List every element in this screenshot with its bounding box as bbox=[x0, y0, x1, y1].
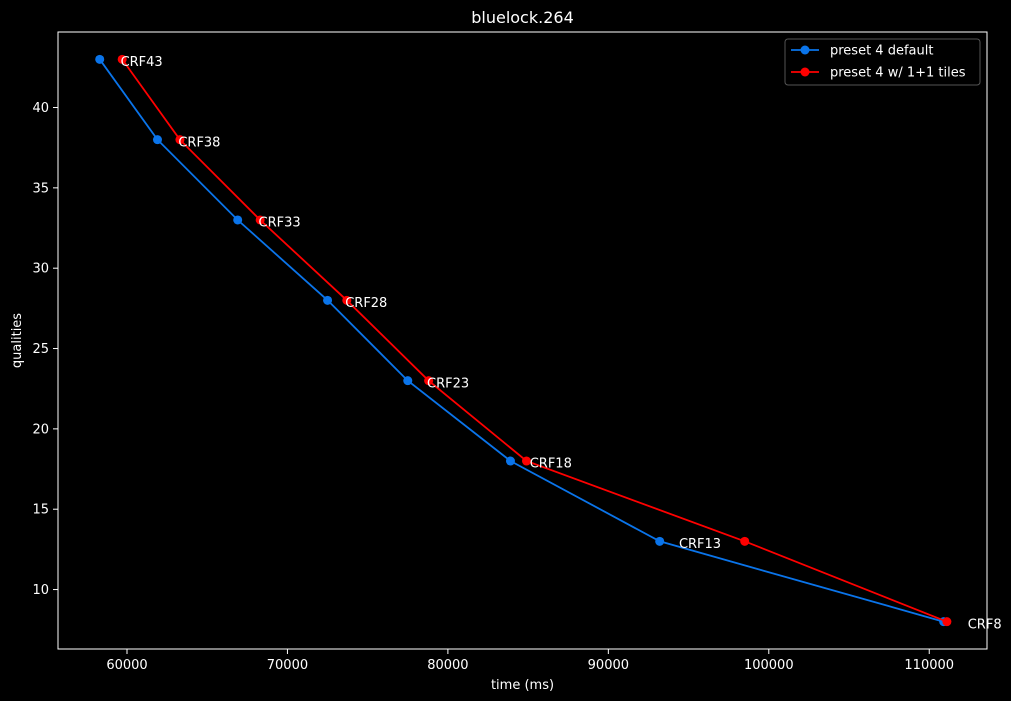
crf-label: CRF33 bbox=[259, 216, 301, 231]
y-tick-label: 40 bbox=[32, 101, 49, 116]
legend-box bbox=[784, 38, 981, 86]
data-point bbox=[522, 456, 532, 466]
crf-label: CRF38 bbox=[178, 135, 220, 150]
x-tick-label: 70000 bbox=[267, 658, 308, 673]
y-tick-label: 30 bbox=[32, 262, 49, 277]
y-tick-label: 15 bbox=[32, 503, 49, 518]
x-axis-label: time (ms) bbox=[491, 678, 554, 693]
data-point bbox=[175, 135, 185, 145]
data-point bbox=[255, 215, 265, 225]
series-line-1 bbox=[98, 58, 944, 623]
data-point bbox=[424, 376, 434, 386]
axis-ticks: 60000 70000 80000 90000 100000 110000 10 15 20 25… bbox=[32, 101, 954, 673]
data-point bbox=[117, 54, 127, 64]
y-axis-label: qualities bbox=[10, 313, 25, 368]
legend-marker bbox=[800, 67, 810, 77]
x-tick-label: 100000 bbox=[744, 658, 794, 673]
data-point bbox=[342, 295, 352, 305]
crf-label: CRF43 bbox=[121, 55, 163, 70]
data-point bbox=[740, 536, 750, 546]
chart-title: bluelock.264 bbox=[471, 8, 574, 27]
legend-marker bbox=[800, 45, 810, 55]
y-tick-label: 20 bbox=[32, 422, 49, 437]
x-tick-label: 90000 bbox=[588, 658, 629, 673]
data-point bbox=[655, 536, 665, 546]
annotation-layer: CRF43 CRF38 CRF33 CRF28 CRF23 CRF18 CRF13 CRF8 bbox=[121, 55, 1002, 632]
legend: preset 4 default preset 4 w/ 1+1 tiles bbox=[784, 38, 981, 86]
crf-label: CRF28 bbox=[345, 296, 387, 311]
legend-label: preset 4 default bbox=[830, 44, 933, 59]
data-point bbox=[942, 617, 952, 627]
y-tick-label: 35 bbox=[32, 181, 49, 196]
data-point bbox=[95, 54, 105, 64]
x-tick-label: 60000 bbox=[106, 658, 147, 673]
x-tick-label: 80000 bbox=[427, 658, 468, 673]
data-point bbox=[505, 456, 515, 466]
legend-label: preset 4 w/ 1+1 tiles bbox=[830, 66, 966, 81]
data-point bbox=[323, 295, 333, 305]
y-tick-label: 25 bbox=[32, 342, 49, 357]
series-line-2 bbox=[121, 58, 948, 623]
data-point bbox=[233, 215, 243, 225]
data-point bbox=[403, 376, 413, 386]
crf-label: CRF23 bbox=[427, 376, 469, 391]
crf-label: CRF8 bbox=[968, 617, 1002, 632]
x-tick-label: 110000 bbox=[904, 658, 954, 673]
series-layer bbox=[95, 54, 952, 627]
crf-label: CRF13 bbox=[679, 537, 721, 552]
data-point bbox=[152, 135, 162, 145]
plot-area bbox=[57, 31, 988, 650]
y-tick-label: 10 bbox=[32, 583, 49, 598]
legend-items: preset 4 default preset 4 w/ 1+1 tiles bbox=[791, 44, 966, 81]
crf-label: CRF18 bbox=[530, 457, 572, 472]
